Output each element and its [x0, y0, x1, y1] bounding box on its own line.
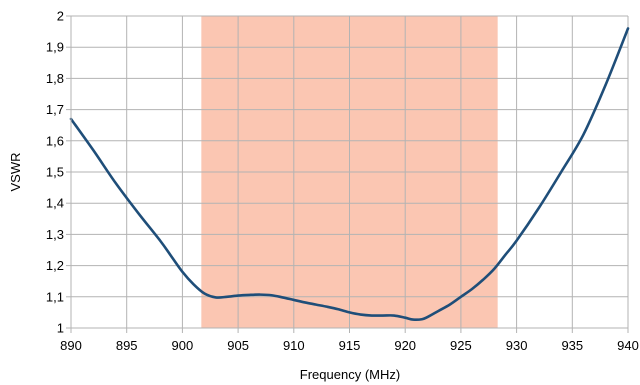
x-tick-label: 940 [617, 338, 639, 353]
x-tick-label: 935 [561, 338, 583, 353]
x-tick-label: 890 [60, 338, 82, 353]
axes [66, 15, 629, 333]
y-tick-label: 1,9 [46, 40, 64, 55]
x-tick-label: 905 [227, 338, 249, 353]
y-tick-label: 1,1 [46, 289, 64, 304]
y-tick-label: 1 [57, 321, 64, 336]
y-tick-label: 1,4 [46, 196, 64, 211]
y-tick-label: 1,2 [46, 258, 64, 273]
x-tick-label: 900 [172, 338, 194, 353]
y-tick-label: 1,6 [46, 133, 64, 148]
vswr-series-line [69, 27, 630, 322]
tick-labels: 890 895 900 905 910 915 920 925 930 935 940 1 1,1 1,2… [46, 9, 639, 354]
x-axis-label: Frequency (MHz) [300, 367, 400, 382]
x-tick-label: 920 [394, 338, 416, 353]
x-tick-label: 910 [283, 338, 305, 353]
y-tick-label: 2 [57, 9, 64, 24]
x-tick-label: 925 [450, 338, 472, 353]
y-tick-label: 1,5 [46, 165, 64, 180]
x-tick-label: 930 [506, 338, 528, 353]
x-tick-label: 895 [116, 338, 138, 353]
gridlines [70, 15, 629, 329]
y-tick-label: 1,7 [46, 102, 64, 117]
y-tick-label: 1,3 [46, 227, 64, 242]
y-tick-label: 1,8 [46, 71, 64, 86]
series-layer [69, 27, 630, 322]
x-tick-label: 915 [339, 338, 361, 353]
y-axis-label: VSWR [8, 153, 23, 192]
